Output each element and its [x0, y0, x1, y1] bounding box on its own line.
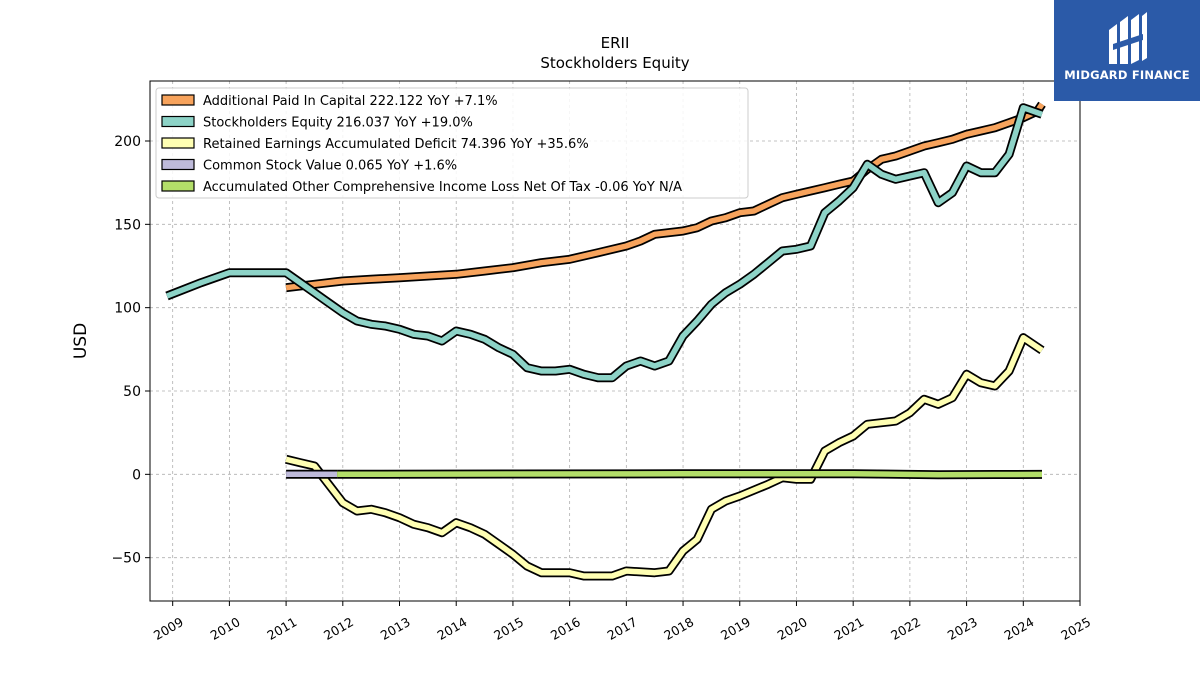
midgard-finance-logo: MIDGARD FINANCE: [1054, 0, 1200, 101]
chart-subtitle: Stockholders Equity: [540, 54, 689, 72]
legend-swatch: [161, 158, 195, 171]
legend-swatch: [161, 180, 195, 192]
y-tick-label: 100: [114, 301, 141, 317]
series-2: [285, 333, 1045, 581]
legend: Additional Paid In Capital 222.122 YoY +…: [155, 87, 749, 199]
legend-label: Common Stock Value 0.065 YoY +1.6%: [203, 159, 457, 174]
plot-frame: [149, 80, 1081, 602]
series-line: [285, 102, 1045, 291]
series-line: [285, 334, 1044, 579]
x-tick-label: 2023: [945, 614, 980, 643]
y-tick-label: 150: [114, 217, 141, 233]
x-tick-label: 2022: [888, 614, 923, 643]
y-axis: −50 0 50 100 150 200: [111, 134, 150, 567]
midgard-logo-icon: [1109, 12, 1147, 64]
x-tick-label: 2021: [831, 614, 866, 643]
x-tick-label: 2025: [1058, 614, 1093, 643]
legend-swatch: [161, 115, 195, 128]
legend-label: Stockholders Equity 216.037 YoY +19.0%: [203, 116, 473, 131]
series-line: [165, 104, 1043, 381]
x-tick-label: 2016: [548, 614, 583, 643]
y-tick-label: 0: [132, 467, 141, 483]
x-tick-label: 2013: [378, 614, 413, 643]
series-line: [337, 470, 1043, 478]
legend-swatch: [161, 94, 195, 106]
x-tick-label: 2018: [661, 614, 696, 643]
series-4: [337, 469, 1043, 480]
x-tick-label: 2017: [605, 614, 640, 643]
x-axis: 2009 2010 2011 2012 2013 2014 2015 2016 2017 2018…: [151, 601, 1093, 643]
x-tick-label: 2020: [775, 614, 810, 643]
y-tick-label: 50: [123, 384, 141, 400]
y-tick-label: 200: [114, 134, 141, 150]
x-tick-label: 2019: [718, 614, 753, 643]
x-tick-label: 2024: [1002, 614, 1037, 643]
legend-box: [155, 87, 749, 199]
series-0: [285, 101, 1046, 293]
logo-text: MIDGARD FINANCE: [1064, 68, 1190, 82]
x-tick-label: 2015: [491, 614, 526, 643]
x-tick-label: 2011: [264, 614, 299, 643]
x-tick-label: 2010: [208, 614, 243, 643]
series-line-outline: [285, 333, 1045, 581]
chart-title: ERII: [601, 34, 630, 52]
legend-swatch: [161, 137, 195, 149]
x-tick-label: 2009: [151, 614, 186, 643]
legend-label: Accumulated Other Comprehensive Income L…: [203, 180, 682, 195]
y-tick-label: −50: [111, 551, 141, 567]
series-layer: [165, 101, 1046, 581]
y-axis-label: USD: [71, 323, 91, 359]
series-1: [165, 103, 1044, 383]
legend-label: Additional Paid In Capital 222.122 YoY +…: [203, 94, 498, 109]
legend-label: Retained Earnings Accumulated Deficit 74…: [203, 137, 589, 152]
x-tick-label: 2014: [434, 614, 469, 643]
x-tick-label: 2012: [321, 614, 356, 643]
